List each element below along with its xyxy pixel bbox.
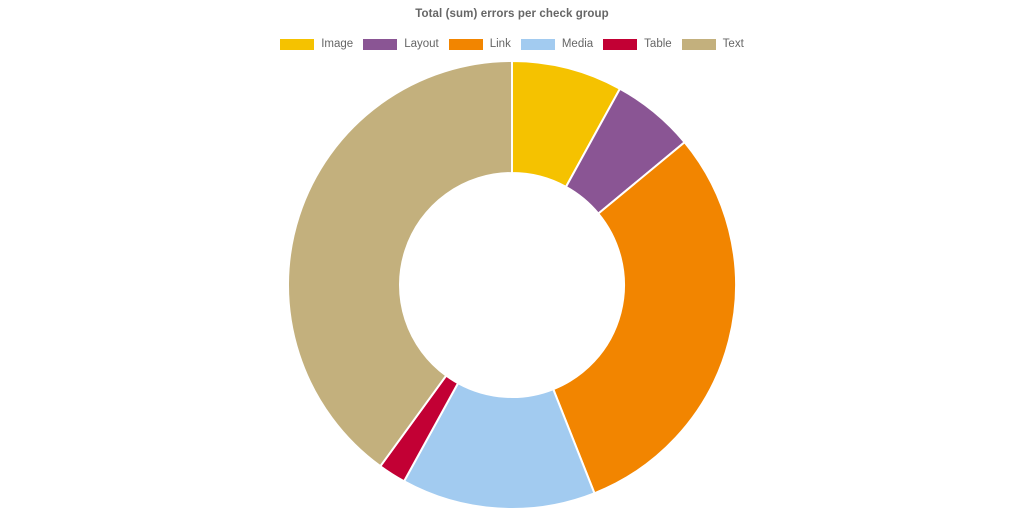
legend-item-layout[interactable]: Layout <box>363 37 439 51</box>
legend-swatch-media <box>520 38 555 50</box>
legend-swatch-image <box>280 38 315 50</box>
chart-legend: Image Layout Link Media Table Text <box>0 37 1024 51</box>
legend-label-link: Link <box>489 38 511 50</box>
legend-item-media[interactable]: Media <box>520 37 594 51</box>
legend-swatch-layout <box>363 38 398 50</box>
legend-label-image: Image <box>321 38 354 50</box>
legend-label-table: Table <box>644 38 672 50</box>
slice-text[interactable] <box>287 59 513 468</box>
legend-item-image[interactable]: Image <box>280 37 353 51</box>
chart-title: Total (sum) errors per check group <box>415 8 609 20</box>
legend-item-text[interactable]: Text <box>681 37 744 51</box>
legend-item-link[interactable]: Link <box>448 37 511 51</box>
legend-label-layout: Layout <box>404 38 439 50</box>
legend-swatch-link <box>448 38 483 50</box>
legend-label-text: Text <box>722 38 744 50</box>
slice-link[interactable] <box>551 140 737 495</box>
legend-item-table[interactable]: Table <box>603 37 672 51</box>
legend-swatch-table <box>603 38 638 50</box>
legend-swatch-text <box>681 38 716 50</box>
legend-label-media: Media <box>561 38 594 50</box>
